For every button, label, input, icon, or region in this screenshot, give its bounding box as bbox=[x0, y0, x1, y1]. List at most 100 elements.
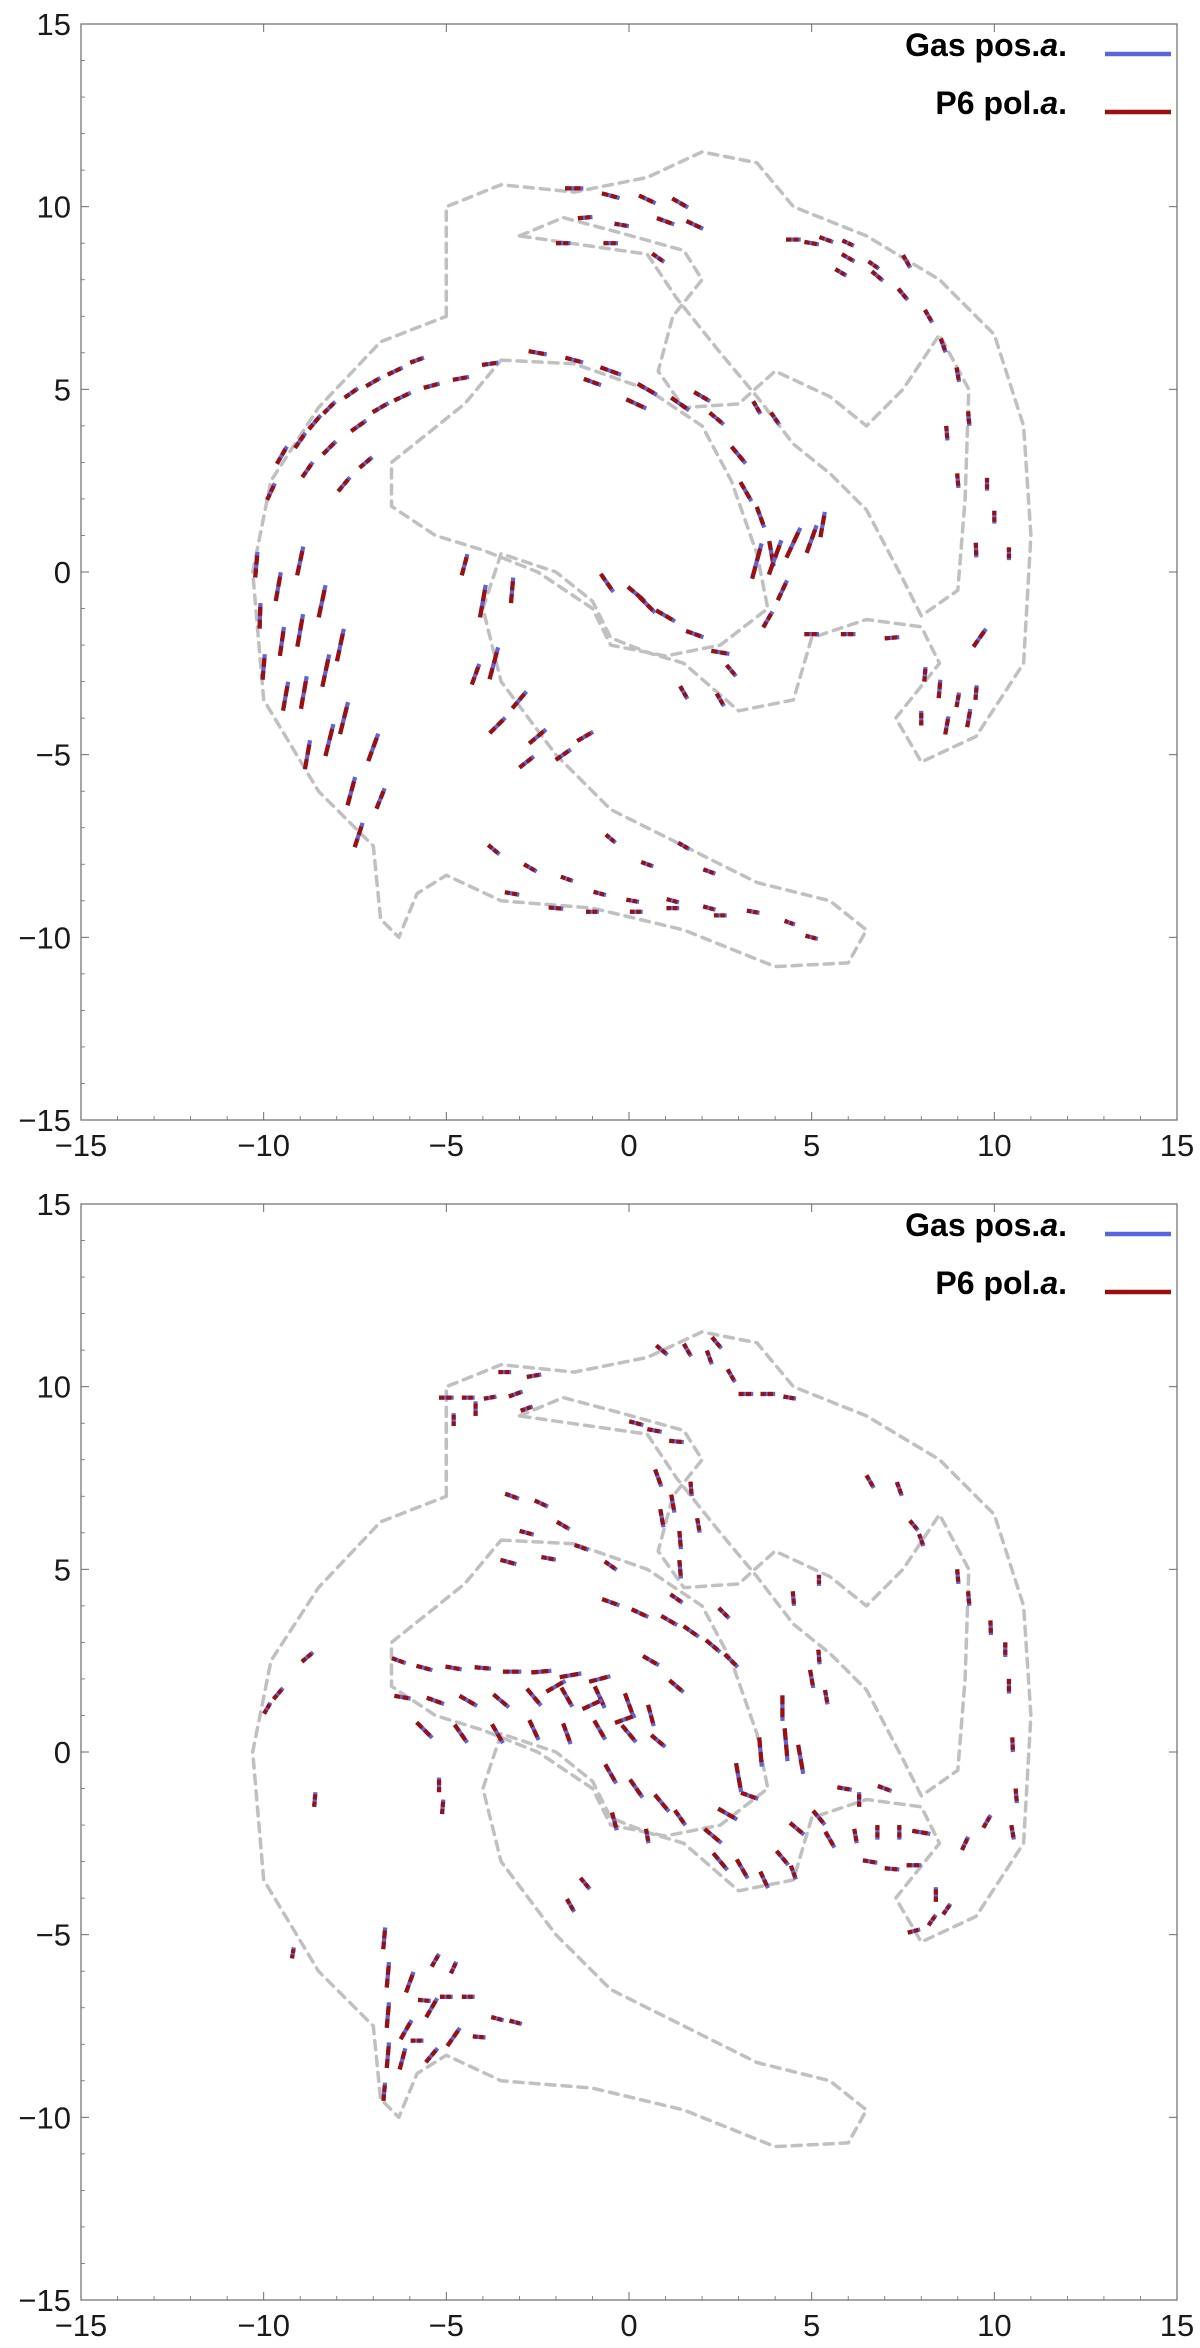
polarization-angle-segment bbox=[449, 1960, 459, 1975]
polarization-angle-segment bbox=[504, 890, 520, 897]
y-tick-label: −10 bbox=[18, 2100, 71, 2135]
polarization-angle-segment bbox=[527, 1719, 541, 1741]
legend-label-tail: . bbox=[1058, 27, 1067, 63]
polarization-angle-segment bbox=[641, 1654, 660, 1668]
polarization-angle-segment bbox=[804, 933, 819, 942]
polarization-angle-segment bbox=[548, 905, 564, 911]
polarization-angle-segment bbox=[458, 1694, 479, 1708]
x-tick-label: −10 bbox=[237, 1128, 290, 1163]
legend-label-italic: a bbox=[1040, 85, 1058, 121]
polarization-angle-segment bbox=[649, 1733, 667, 1749]
polarization-angle-segment bbox=[938, 337, 948, 354]
polarization-angle-segment bbox=[295, 546, 306, 576]
y-tick-label: 10 bbox=[37, 1370, 71, 1405]
polarization-angle-segment bbox=[643, 1828, 651, 1844]
polarization-angle-segment bbox=[528, 349, 548, 357]
polarization-angle-segment bbox=[559, 1671, 582, 1680]
polarization-angle-segment bbox=[710, 1335, 723, 1350]
polarization-angle-segment bbox=[841, 238, 855, 248]
polarization-angle-segment bbox=[717, 1806, 739, 1822]
polarization-angle-segment bbox=[971, 627, 988, 648]
polarization-angle-segment bbox=[488, 716, 507, 735]
polarization-angle-segment bbox=[293, 431, 308, 450]
polarization-angle-segment bbox=[973, 685, 979, 701]
contour-line bbox=[250, 150, 1033, 969]
polarization-angle-segment bbox=[954, 692, 962, 708]
polarization-angle-segment bbox=[783, 1394, 797, 1401]
polarization-angle-segment bbox=[300, 461, 315, 479]
polarization-angle-segment bbox=[445, 1664, 463, 1672]
polarization-angle-segment bbox=[625, 897, 640, 904]
x-tick-label: 15 bbox=[1160, 2308, 1194, 2343]
polarization-angle-segment bbox=[658, 1508, 666, 1528]
polarization-angle-segment bbox=[487, 646, 501, 680]
polarization-angle-segment bbox=[486, 843, 501, 856]
polarization-angle-segment bbox=[836, 1785, 853, 1792]
legend-label-tail: . bbox=[1058, 85, 1067, 121]
polarization-angle-segment bbox=[459, 553, 470, 576]
polarization-angle-segment bbox=[711, 1851, 729, 1872]
polarization-angle-segment bbox=[704, 1349, 714, 1366]
polarization-angle-segment bbox=[714, 692, 726, 708]
polarization-angle-segment bbox=[564, 355, 584, 365]
polarization-angle-segment bbox=[966, 1591, 972, 1607]
polarization-angle-segment bbox=[788, 1864, 798, 1881]
polarization-angle-segment bbox=[669, 1438, 684, 1445]
polarization-angle-segment bbox=[669, 395, 691, 412]
polarization-angle-segment bbox=[277, 626, 287, 657]
polarization-angle-segment bbox=[788, 1821, 806, 1837]
polarization-angle-segment bbox=[729, 445, 748, 465]
polarization-angle-segment bbox=[784, 526, 803, 559]
polarization-angle-segment bbox=[725, 1368, 737, 1384]
polarization-angle-segment bbox=[673, 1809, 688, 1827]
polarization-angle-segment bbox=[1013, 1788, 1019, 1804]
legend-label-italic: a bbox=[1040, 1207, 1058, 1243]
polarization-angle-segment bbox=[260, 654, 267, 680]
legend-label-tail: . bbox=[1058, 1207, 1067, 1243]
polarization-angle-segment bbox=[409, 355, 425, 365]
polarization-angle-segment bbox=[783, 918, 796, 927]
polarization-angle-segment bbox=[384, 1961, 392, 1988]
polarization-angle-segment bbox=[677, 1530, 684, 1550]
polarization-angle-segment bbox=[926, 1913, 938, 1927]
contour-line bbox=[517, 215, 971, 618]
y-tick-label: 5 bbox=[54, 372, 71, 407]
y-tick-label: 15 bbox=[37, 1187, 71, 1222]
polarization-angle-segment bbox=[808, 1669, 816, 1689]
polarization-angle-segment bbox=[604, 832, 617, 845]
polarization-angle-segment bbox=[653, 1468, 664, 1488]
polarization-angle-segment bbox=[954, 367, 962, 383]
polarization-angle-segment bbox=[1010, 1737, 1015, 1753]
polarization-angle-segment bbox=[917, 1533, 926, 1547]
polarization-angle-segment bbox=[508, 577, 516, 604]
polarization-angle-segment bbox=[614, 1713, 637, 1725]
polarization-angle-segment bbox=[397, 2047, 408, 2071]
polarization-angle-segment bbox=[519, 1528, 535, 1537]
polarization-angle-segment bbox=[922, 666, 928, 682]
polarization-angle-segment bbox=[693, 390, 712, 404]
polarization-angle-segment bbox=[424, 2046, 440, 2064]
polarization-angle-segment bbox=[818, 235, 834, 245]
y-tick-label: −5 bbox=[36, 738, 71, 773]
polarization-angle-segment bbox=[504, 1491, 520, 1501]
x-tick-label: 5 bbox=[803, 1128, 820, 1163]
polarization-angle-segment bbox=[384, 2002, 392, 2028]
polarization-angle-segment bbox=[746, 908, 760, 915]
polarization-angle-segment bbox=[943, 716, 951, 735]
x-tick-label: 0 bbox=[620, 1128, 637, 1163]
polarization-angle-segment bbox=[870, 269, 885, 283]
polarization-angle-segment bbox=[469, 663, 482, 686]
polarization-angle-segment bbox=[804, 524, 819, 554]
polarization-angle-segment bbox=[708, 411, 726, 427]
polarization-angle-segment bbox=[702, 867, 717, 876]
polarization-angle-segment bbox=[559, 1686, 575, 1708]
polarization-angle-segment bbox=[424, 1997, 440, 2019]
y-tick-label: 10 bbox=[37, 190, 71, 225]
polarization-angle-segment bbox=[391, 1656, 407, 1666]
polarization-angle-segment bbox=[295, 613, 306, 648]
x-tick-label: −10 bbox=[237, 2308, 290, 2343]
polarization-angle-segment bbox=[766, 539, 784, 576]
polarization-angle-segment bbox=[336, 475, 352, 493]
contour-line bbox=[517, 1395, 971, 1798]
